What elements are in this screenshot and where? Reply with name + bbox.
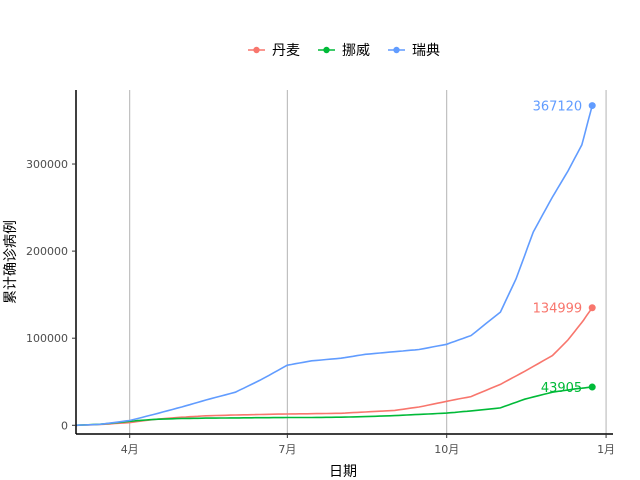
- y-tick-label: 300000: [26, 158, 68, 171]
- y-tick-label: 100000: [26, 332, 68, 345]
- y-axis-title: 累计确诊病例: [3, 220, 19, 304]
- legend-key-point: [323, 46, 330, 54]
- axes: 4月 7月 10月 1月 0 100000 200000 300000: [26, 90, 615, 456]
- legend-item-0: 丹麦: [248, 43, 300, 59]
- x-tick-label: 7月: [278, 443, 296, 456]
- end-point-1: [588, 383, 596, 391]
- legend-item-1: 挪威: [318, 43, 370, 59]
- series-line-0: [75, 307, 593, 427]
- end-labels: 134999 43905 367120: [533, 100, 583, 396]
- legend-item-2: 瑞典: [388, 43, 440, 59]
- end-label-1: 43905: [541, 381, 582, 396]
- legend-label: 丹麦: [272, 43, 300, 59]
- x-axis-title: 日期: [329, 464, 357, 480]
- legend-key-point: [253, 46, 260, 54]
- end-point-0: [588, 304, 596, 312]
- legend-label: 挪威: [342, 43, 370, 59]
- end-label-0: 134999: [533, 302, 583, 317]
- x-tick-label: 1月: [597, 443, 615, 456]
- legend-key-point: [393, 46, 400, 54]
- series-line-1: [75, 386, 593, 427]
- series-lines: [75, 102, 596, 427]
- x-tick-label: 10月: [434, 443, 459, 456]
- y-tick-label: 200000: [26, 245, 68, 258]
- y-tick-label: 0: [61, 419, 68, 432]
- series-line-2: [75, 105, 593, 427]
- legend-label: 瑞典: [412, 43, 440, 59]
- x-tick-label: 4月: [121, 443, 139, 456]
- legend: 丹麦 挪威 瑞典: [248, 43, 440, 59]
- end-label-2: 367120: [533, 100, 583, 115]
- end-point-2: [588, 102, 596, 110]
- grid: [129, 90, 607, 434]
